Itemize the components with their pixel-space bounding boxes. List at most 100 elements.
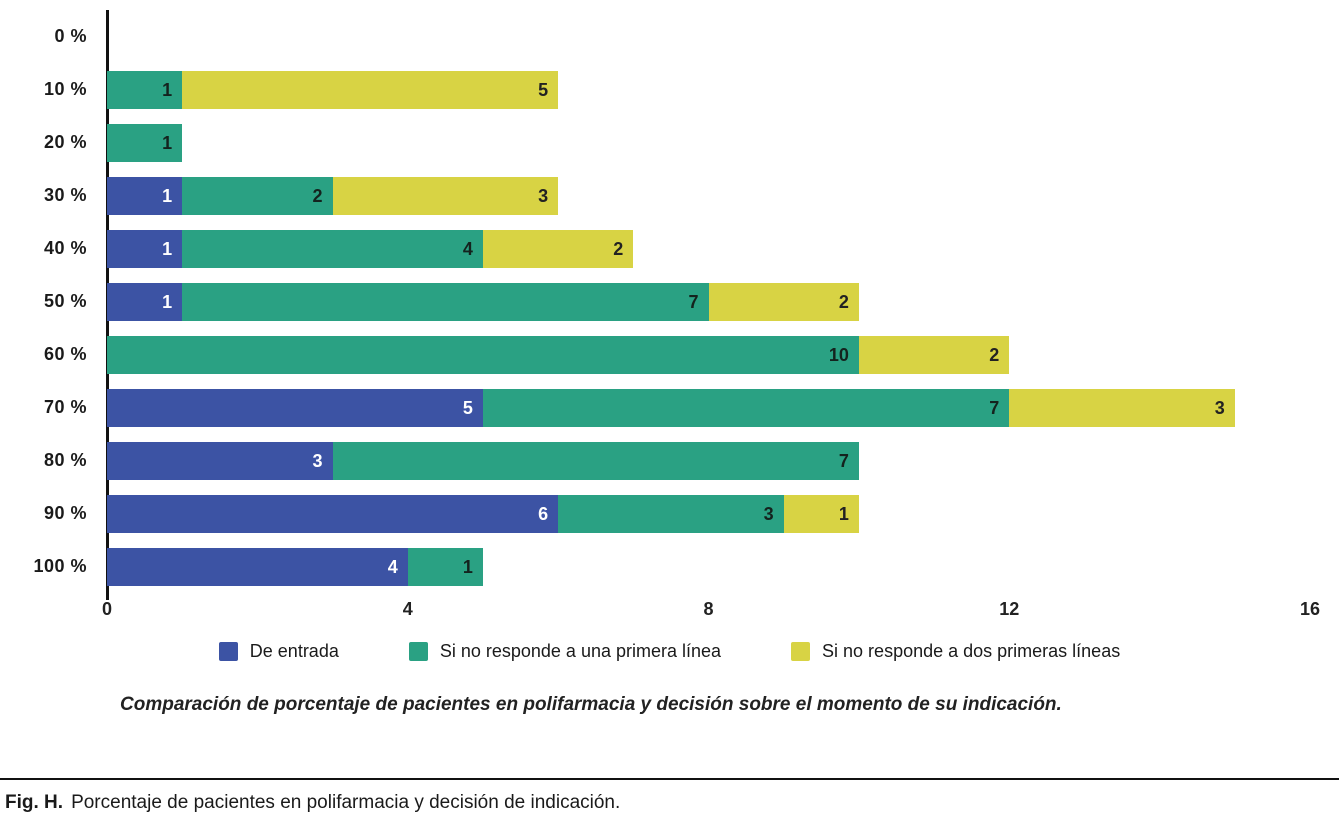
y-axis-label: 0 %	[54, 26, 87, 46]
chart-row: 80 % 3 7	[0, 434, 1339, 487]
bar-segment: 1	[107, 282, 183, 321]
y-axis-label: 60 %	[43, 344, 87, 364]
x-axis-tick-label: 4	[402, 599, 413, 619]
bar-track: 6 3 1	[107, 494, 1310, 533]
bar-value-label: 7	[989, 397, 1000, 418]
bar-segment: 1	[107, 70, 183, 109]
bar-value-label: 10	[828, 344, 849, 365]
chart-row: 90 % 6 3 1	[0, 487, 1339, 540]
bar-segment: 5	[182, 70, 559, 109]
chart-row: 40 % 1 4 2	[0, 222, 1339, 275]
y-axis-label: 50 %	[43, 291, 87, 311]
chart-row: 70 % 5 7 3	[0, 381, 1339, 434]
bar-segment: 7	[182, 282, 709, 321]
bar-value-label: 1	[462, 556, 473, 577]
bar-value-label: 1	[162, 132, 173, 153]
bar-segment: 3	[558, 494, 784, 533]
x-axis-tick-label: 16	[1299, 599, 1321, 619]
bar-value-label: 3	[312, 450, 323, 471]
bar-value-label: 7	[838, 450, 849, 471]
bar-segment: 2	[182, 176, 333, 215]
chart-row: 0 %	[0, 10, 1339, 63]
bar-track: 1 2 3	[107, 176, 1310, 215]
x-axis-tick-label: 8	[703, 599, 714, 619]
y-axis-label: 70 %	[43, 397, 87, 417]
chart-row: 10 % 1 5	[0, 63, 1339, 116]
bar-value-label: 5	[462, 397, 473, 418]
bar-value-label: 2	[838, 291, 849, 312]
bar-segment: 5	[107, 388, 483, 427]
x-axis-ticks: 0 4 8 12 16	[102, 599, 1320, 629]
y-axis-label: 90 %	[43, 503, 87, 523]
bar-value-label: 2	[989, 344, 1000, 365]
bar-segment: 1	[407, 547, 483, 586]
y-axis-label: 10 %	[43, 79, 87, 99]
legend-label: Si no responde a dos primeras líneas	[822, 641, 1121, 661]
chart-row: 20 % 1	[0, 116, 1339, 169]
legend-swatch	[791, 642, 811, 661]
chart-row: 50 % 1 7 2	[0, 275, 1339, 328]
bar-track: 10 2	[107, 335, 1310, 374]
legend-swatch	[218, 642, 238, 661]
bar-value-label: 1	[162, 185, 173, 206]
bar-segment: 7	[482, 388, 1010, 427]
bar-segment: 2	[858, 335, 1010, 374]
chart-row: 60 % 10 2	[0, 328, 1339, 381]
chart-rows: 0 % 10 % 1 5 20 % 1 30 % 1 2 3 40 % 1 4 2 50 % 1 7 2 60 % 1…	[0, 10, 1339, 593]
x-axis-tick-label: 12	[999, 599, 1020, 619]
bar-segment: 3	[1009, 388, 1235, 427]
y-axis-label: 30 %	[43, 185, 87, 205]
chart-caption: Comparación de porcentaje de pacientes e…	[120, 694, 1062, 715]
bar-segment: 1	[107, 123, 183, 162]
legend-swatch	[408, 642, 428, 661]
legend-item: Si no responde a una primera línea	[408, 641, 722, 662]
figure-text: Porcentaje de pacientes en polifarmacia …	[71, 792, 621, 813]
bar-track: 5 7 3	[107, 388, 1310, 427]
bar-segment: 2	[482, 229, 634, 268]
divider-line	[0, 778, 1339, 780]
bar-segment: 1	[107, 176, 183, 215]
bar-value-label: 3	[763, 503, 774, 524]
y-axis-label: 80 %	[43, 450, 87, 470]
bar-segment: 7	[332, 441, 859, 480]
bar-track: 1 4 2	[107, 229, 1310, 268]
figure-label: Fig. H.	[5, 792, 64, 813]
chart-row: 30 % 1 2 3	[0, 169, 1339, 222]
bar-segment: 1	[107, 229, 183, 268]
bar-segment: 2	[708, 282, 859, 321]
bar-value-label: 4	[462, 238, 473, 259]
bar-segment: 3	[332, 176, 559, 215]
bar-segment: 4	[182, 229, 483, 268]
bar-value-label: 4	[387, 556, 398, 577]
bar-value-label: 7	[688, 291, 699, 312]
bar-segment: 10	[107, 335, 859, 374]
x-axis-tick-label: 0	[101, 599, 113, 619]
bar-value-label: 1	[838, 503, 849, 524]
bar-value-label: 3	[538, 185, 549, 206]
chart-legend: De entrada Si no responde a una primera l…	[0, 641, 1339, 662]
legend-label: De entrada	[249, 641, 339, 661]
bar-value-label: 3	[1214, 397, 1225, 418]
bar-track: 1	[107, 123, 1310, 162]
bar-value-label: 5	[538, 79, 549, 100]
y-axis-label: 100 %	[33, 556, 87, 576]
bar-value-label: 1	[162, 79, 173, 100]
y-axis-label: 20 %	[43, 132, 87, 152]
legend-label: Si no responde a una primera línea	[439, 641, 722, 661]
bar-value-label: 2	[312, 185, 323, 206]
bar-segment: 4	[107, 547, 408, 586]
bar-segment: 1	[783, 494, 859, 533]
bar-value-label: 1	[162, 291, 173, 312]
y-axis-label: 40 %	[43, 238, 87, 258]
figure-caption: Fig. H. Porcentaje de pacientes en polifa…	[5, 792, 620, 814]
stacked-bar-chart: 0 % 10 % 1 5 20 % 1 30 % 1 2 3 40 % 1 4 2 50 % 1 7 2 60 % 1…	[0, 10, 1339, 718]
legend-item: De entrada	[218, 641, 339, 662]
bar-value-label: 6	[538, 503, 549, 524]
bar-track	[107, 18, 1310, 56]
legend-item: Si no responde a dos primeras líneas	[791, 641, 1120, 662]
chart-row: 100 % 4 1	[0, 540, 1339, 593]
bar-segment: 3	[107, 441, 333, 480]
